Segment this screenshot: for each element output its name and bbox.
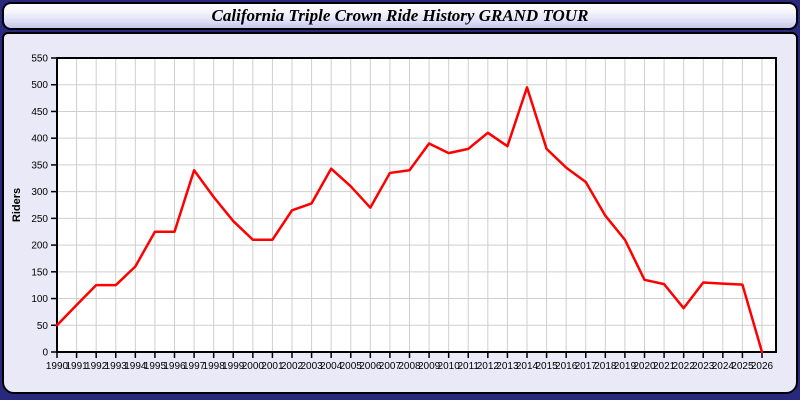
title-bar: California Triple Crown Ride History GRA…: [2, 2, 798, 30]
x-tick-label: 1997: [183, 361, 206, 372]
y-tick-label: 0: [42, 348, 48, 359]
x-tick-label: 2000: [242, 361, 265, 372]
x-tick-label: 2020: [633, 361, 656, 372]
x-tick-label: 2009: [418, 361, 441, 372]
y-tick-label: 300: [31, 187, 48, 198]
x-tick-label: 1992: [85, 361, 108, 372]
y-tick-label: 400: [31, 134, 48, 145]
y-tick-label: 250: [31, 214, 48, 225]
y-axis-title: Riders: [11, 188, 23, 222]
x-tick-label: 1999: [222, 361, 245, 372]
x-tick-label: 1996: [163, 361, 186, 372]
x-tick-label: 2003: [300, 361, 323, 372]
x-tick-label: 2024: [712, 361, 735, 372]
y-tick-label: 350: [31, 160, 48, 171]
x-tick-label: 2008: [398, 361, 421, 372]
x-tick-label: 1994: [124, 361, 147, 372]
x-tick-label: 2016: [555, 361, 578, 372]
y-tick-label: 150: [31, 267, 48, 278]
series-line-riders: [55, 86, 764, 354]
x-tick-label: 1991: [65, 361, 88, 372]
y-tick-label: 100: [31, 294, 48, 305]
x-tick-label: 1998: [203, 361, 226, 372]
chart-panel: 0 50 100 150 200 250 300 350 400 450 500 550 1990 199…: [2, 32, 798, 394]
page-title: California Triple Crown Ride History GRA…: [211, 6, 589, 25]
x-tick-label: 2013: [496, 361, 519, 372]
x-tick-label: 2018: [594, 361, 617, 372]
x-tick-label: 2010: [438, 361, 461, 372]
x-tick-label: 2004: [320, 361, 343, 372]
y-tick-label: 550: [31, 54, 48, 65]
y-tick-label: 500: [31, 80, 48, 91]
y-tick-label: 450: [31, 107, 48, 118]
x-tick-label: 1990: [46, 361, 69, 372]
chart-plot-area: 0501001502002503003504004505005501990199…: [31, 54, 777, 372]
x-tick-label: 1993: [105, 361, 128, 372]
x-tick-label: 2006: [359, 361, 382, 372]
x-tick-label: 2014: [516, 361, 539, 372]
x-tick-label: 2015: [535, 361, 558, 372]
x-tick-label: 2002: [281, 361, 304, 372]
y-tick-label: 50: [37, 321, 49, 332]
x-tick-label: 2021: [653, 361, 676, 372]
x-tick-label: 2025: [731, 361, 754, 372]
x-tick-label: 2012: [477, 361, 500, 372]
y-tick-label: 200: [31, 241, 48, 252]
x-tick-label: 2017: [575, 361, 598, 372]
x-tick-label: 2022: [673, 361, 696, 372]
x-tick-label: 2023: [692, 361, 715, 372]
x-tick-label: 2011: [457, 361, 479, 372]
x-tick-label: 2007: [379, 361, 402, 372]
x-tick-label: 2026: [751, 361, 774, 372]
ride-history-line-chart: 0501001502002503003504004505005501990199…: [11, 54, 777, 372]
x-tick-label: 2005: [340, 361, 363, 372]
x-tick-label: 2019: [614, 361, 637, 372]
x-tick-label: 2001: [261, 361, 284, 372]
x-tick-label: 1995: [144, 361, 167, 372]
